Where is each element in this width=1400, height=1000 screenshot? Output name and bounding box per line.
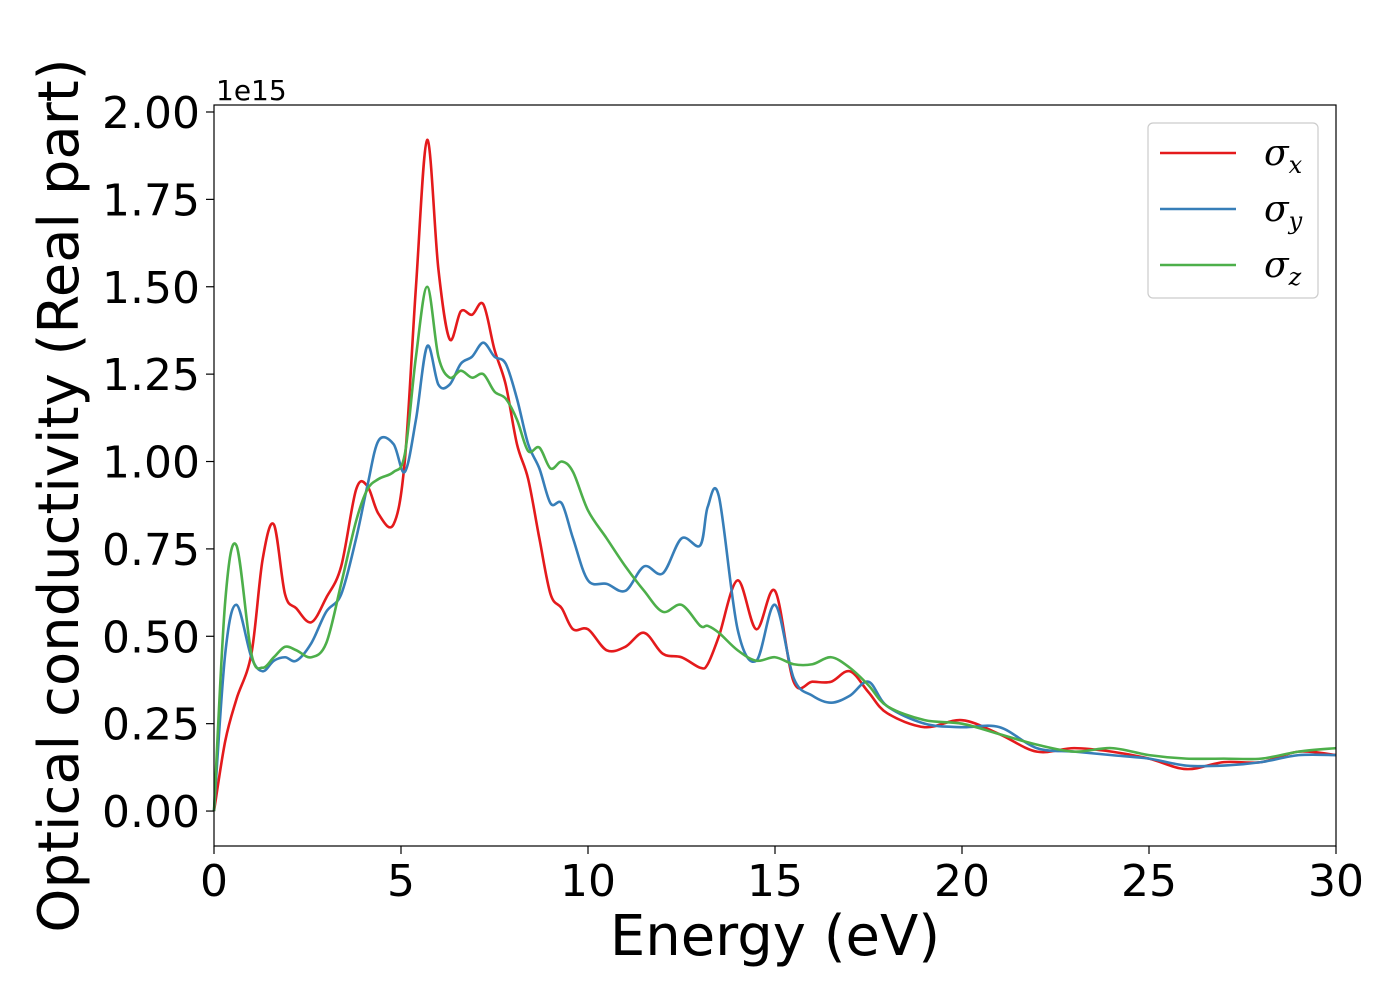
legend-label: σy <box>1264 189 1303 235</box>
y-tick-label: 0.00 <box>102 787 200 838</box>
y-tick-label: 0.25 <box>102 700 200 751</box>
x-axis-title: Energy (eV) <box>610 904 940 969</box>
y-tick-label: 1.75 <box>102 175 200 226</box>
y-tick-label: 0.50 <box>102 612 200 663</box>
x-tick-label: 30 <box>1308 856 1364 907</box>
y-tick-label: 1.00 <box>102 438 200 489</box>
series-line-3 <box>212 285 1337 812</box>
y-tick-label: 0.75 <box>102 525 200 576</box>
series-line-2 <box>212 341 1337 812</box>
y-tick-label: 2.00 <box>102 88 200 139</box>
x-tick-label: 10 <box>560 856 616 907</box>
x-tick-label: 15 <box>747 856 803 907</box>
legend-label: σz <box>1264 245 1302 291</box>
x-tick-label: 25 <box>1121 856 1177 907</box>
y-offset-label: 1e15 <box>216 74 287 107</box>
x-tick-label: 0 <box>200 856 228 907</box>
x-tick-label: 20 <box>934 856 990 907</box>
legend-label: σx <box>1264 133 1303 179</box>
y-tick-label: 1.50 <box>102 263 200 314</box>
y-tick-label: 1.25 <box>102 350 200 401</box>
series-layer <box>212 138 1337 812</box>
legend-frame <box>1147 122 1319 299</box>
legend: σx σy σz <box>1147 122 1319 299</box>
y-axis: 0.00 0.25 0.50 0.75 1.00 1.25 1.50 1.75 2.00 <box>102 88 214 838</box>
x-tick-label: 5 <box>387 856 415 907</box>
x-axis: 0 5 10 15 20 25 30 <box>200 846 1364 907</box>
y-axis-title: Optical conductivity (Real part) <box>27 58 92 932</box>
